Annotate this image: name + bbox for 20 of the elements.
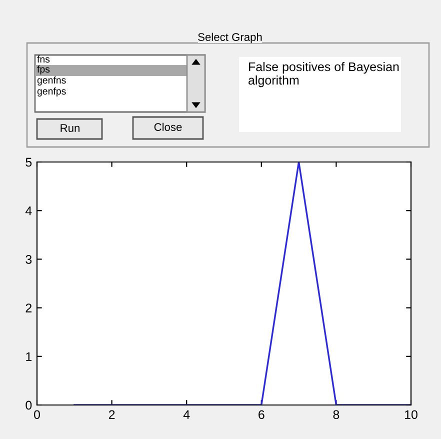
text: fns <box>37 55 50 63</box>
text: Close <box>154 122 182 131</box>
y-tick-label: 1 <box>26 352 32 361</box>
chart-title: False positives of Bayesian algorithm <box>248 62 399 88</box>
y-tick-label: 2 <box>26 304 32 312</box>
x-tick-label: 6 <box>258 410 264 420</box>
y-tick-label: 4 <box>25 206 32 216</box>
x-tick-label: 2 <box>108 410 115 419</box>
text: Run <box>60 124 80 132</box>
x-tick-label: 8 <box>333 410 340 420</box>
text: fps <box>37 65 50 75</box>
y-tick-label: 3 <box>26 255 32 264</box>
x-tick-label: 4 <box>183 410 190 419</box>
text: Select Graph <box>198 32 262 44</box>
text: genfps <box>37 87 66 97</box>
y-tick-label: 5 <box>26 158 32 167</box>
text: genfns <box>37 76 66 86</box>
x-tick-label: 0 <box>34 410 40 420</box>
x-tick-label: 10 <box>405 410 418 420</box>
y-tick-label: 0 <box>26 400 32 410</box>
